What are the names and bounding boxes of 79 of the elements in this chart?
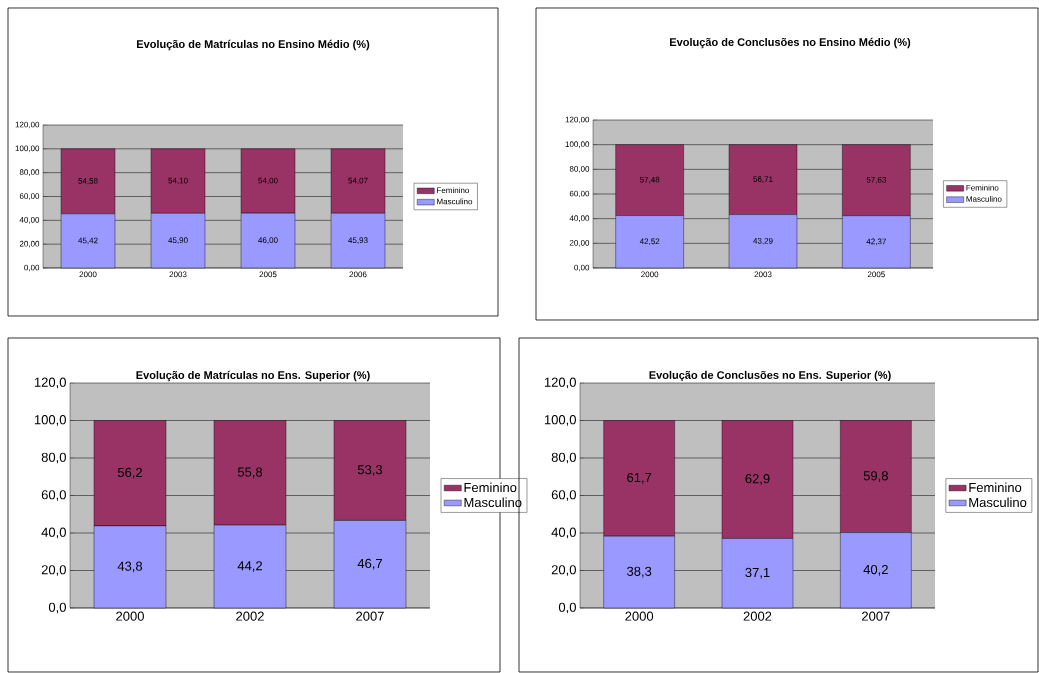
y-tick-label: 80,0 — [41, 452, 66, 464]
y-tick-label: 60,00 — [19, 193, 40, 200]
data-label: 38,3 — [627, 566, 652, 578]
y-tick-label: 40,0 — [41, 527, 66, 539]
x-tick-label: 2000 — [116, 611, 144, 621]
y-tick-label: 60,0 — [551, 490, 576, 501]
x-tick-label: 2003 — [754, 271, 772, 278]
chart-title: Evolução de Matrículas no Ens. Superior (%) — [136, 370, 370, 382]
legend-label: Feminino — [437, 187, 470, 194]
legend-label: Masculino — [969, 497, 1027, 508]
x-tick-label: 2000 — [625, 611, 654, 621]
y-tick-label: 40,00 — [19, 217, 40, 224]
data-label: 37,1 — [745, 567, 770, 579]
data-label: 45,42 — [78, 237, 98, 245]
data-label: 54,10 — [168, 177, 188, 185]
y-tick-label: 120,00 — [15, 121, 40, 129]
legend-label: Masculino — [966, 195, 1002, 202]
data-label: 54,07 — [348, 177, 368, 185]
data-label: 45,90 — [168, 237, 188, 244]
y-tick-label: 60,0 — [41, 490, 66, 501]
x-tick-label: 2002 — [743, 611, 772, 621]
y-tick-label: 20,00 — [569, 240, 590, 247]
data-label: 57,63 — [866, 176, 886, 184]
y-tick-label: 0,00 — [24, 264, 40, 272]
data-label: 43,8 — [117, 561, 143, 573]
x-tick-label: 2000 — [79, 271, 97, 278]
y-tick-label: 40,00 — [569, 215, 590, 222]
legend-label: Feminino — [464, 482, 517, 493]
data-label: 57,48 — [639, 176, 660, 184]
data-label: 40,2 — [863, 564, 888, 576]
data-label: 56,71 — [753, 176, 773, 183]
x-tick-label: 2000 — [641, 271, 659, 278]
data-label: 54,00 — [258, 177, 278, 185]
x-tick-label: 2002 — [236, 611, 264, 621]
y-tick-label: 100,00 — [565, 141, 590, 148]
data-label: 62,9 — [745, 474, 770, 485]
x-tick-label: 2005 — [867, 271, 885, 278]
x-tick-label: 2006 — [349, 271, 367, 278]
data-label: 46,7 — [357, 558, 382, 570]
legend-label: Masculino — [437, 198, 473, 205]
data-label: 53,3 — [357, 465, 383, 476]
chart-title: Evolução de Conclusões no Ens. Superior (%) — [649, 370, 891, 382]
data-label: 61,7 — [627, 472, 652, 484]
y-tick-label: 20,00 — [19, 240, 40, 248]
y-tick-label: 100,00 — [15, 145, 40, 153]
data-label: 46,00 — [258, 237, 278, 244]
y-tick-label: 0,0 — [48, 602, 66, 614]
data-label: 56,2 — [117, 467, 142, 479]
y-tick-label: 0,0 — [558, 602, 576, 614]
data-label: 45,93 — [348, 237, 368, 244]
data-label: 44,2 — [237, 561, 262, 572]
y-tick-label: 20,0 — [41, 565, 66, 576]
x-tick-label: 2007 — [356, 611, 384, 621]
y-tick-label: 100,0 — [34, 415, 66, 426]
y-tick-label: 60,00 — [569, 190, 590, 198]
data-label: 42,37 — [866, 238, 886, 246]
y-tick-label: 20,0 — [551, 565, 576, 576]
chart-title: Evolução de Matrículas no Ensino Médio (%) — [137, 39, 370, 51]
y-tick-label: 0,00 — [574, 264, 590, 272]
y-tick-label: 80,00 — [569, 166, 590, 173]
legend-label: Feminino — [966, 184, 999, 191]
y-tick-label: 120,0 — [544, 377, 576, 389]
y-tick-label: 80,00 — [19, 169, 40, 176]
y-tick-label: 80,0 — [551, 452, 576, 464]
chart-title: Evolução de Conclusões no Ensino Médio (%) — [670, 37, 911, 49]
x-tick-label: 2005 — [259, 271, 277, 278]
y-tick-label: 120,00 — [565, 116, 590, 124]
y-tick-label: 40,0 — [551, 527, 576, 539]
x-tick-label: 2007 — [862, 611, 890, 621]
x-tick-label: 2003 — [169, 271, 187, 278]
data-label: 59,8 — [863, 471, 888, 482]
data-label: 54,58 — [78, 178, 98, 185]
data-label: 55,8 — [237, 467, 263, 479]
data-label: 43,29 — [753, 238, 773, 245]
legend-label: Masculino — [464, 497, 522, 508]
data-label: 42,52 — [639, 238, 660, 246]
y-tick-label: 100,0 — [544, 415, 576, 426]
legend-label: Feminino — [969, 482, 1022, 493]
y-tick-label: 120,0 — [34, 377, 66, 389]
